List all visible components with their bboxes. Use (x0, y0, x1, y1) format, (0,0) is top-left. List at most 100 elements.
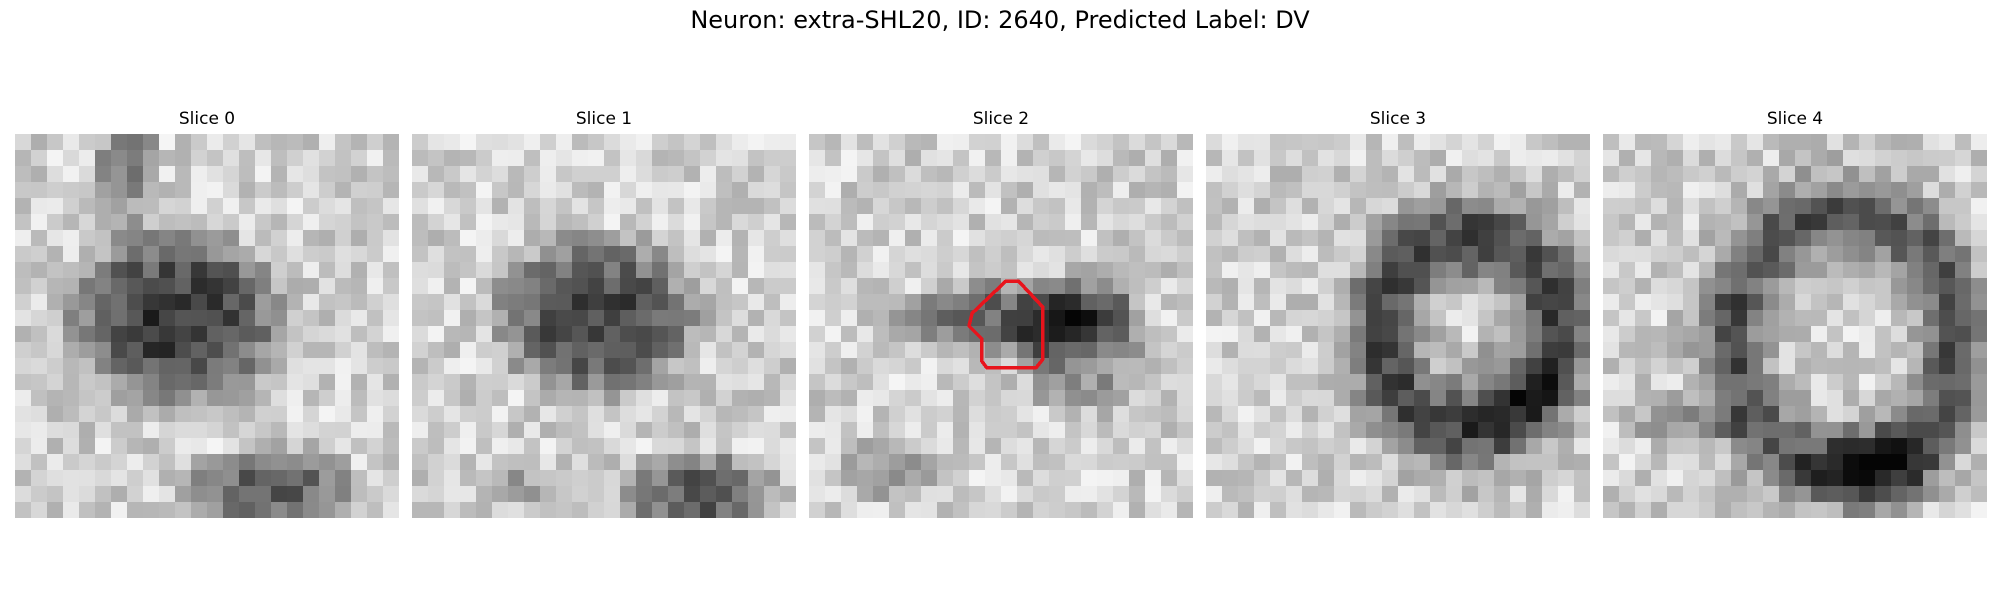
pixel (1603, 134, 1620, 151)
pixel (716, 198, 733, 215)
pixel (1795, 214, 1812, 231)
pixel (383, 470, 399, 487)
pixel (239, 310, 256, 327)
pixel (1350, 374, 1367, 391)
pixel (175, 342, 192, 359)
pixel (572, 198, 589, 215)
pixel (732, 310, 749, 327)
pixel (1382, 262, 1399, 279)
pixel (351, 390, 368, 407)
pixel (716, 438, 733, 455)
pixel (1558, 262, 1575, 279)
pixel (1366, 230, 1383, 247)
pixel (1859, 374, 1876, 391)
pixel (1398, 166, 1415, 183)
pixel (668, 390, 685, 407)
pixel (143, 134, 160, 151)
pixel (1763, 214, 1780, 231)
pixel (636, 310, 653, 327)
pixel (937, 438, 954, 455)
pixel (809, 502, 826, 518)
pixel (1875, 134, 1892, 151)
pixel (809, 454, 826, 471)
pixel (95, 278, 112, 295)
pixel (1891, 134, 1908, 151)
pixel (1161, 502, 1178, 518)
pixel (1779, 214, 1796, 231)
pixel (732, 166, 749, 183)
pixel (1382, 502, 1399, 518)
pixel (444, 278, 461, 295)
pixel (1017, 454, 1034, 471)
pixel (1462, 390, 1479, 407)
pixel (1779, 342, 1796, 359)
pixel (1462, 470, 1479, 487)
pixel (508, 198, 525, 215)
pixel (684, 342, 701, 359)
pixel (985, 502, 1002, 518)
pixel (620, 134, 637, 151)
pixel (1081, 326, 1098, 343)
pixel (1334, 310, 1351, 327)
pixel (1350, 310, 1367, 327)
pixel (319, 294, 336, 311)
pixel (857, 502, 874, 518)
pixel (63, 454, 80, 471)
pixel (1558, 454, 1575, 471)
pixel (1843, 358, 1860, 375)
pixel (809, 246, 826, 263)
pixel (668, 470, 685, 487)
pixel (1177, 150, 1193, 167)
pixel (79, 262, 96, 279)
pixel (1350, 358, 1367, 375)
pixel (1350, 150, 1367, 167)
pixel (524, 358, 541, 375)
pixel (287, 422, 304, 439)
pixel (1350, 406, 1367, 423)
pixel (1254, 374, 1271, 391)
pixel (905, 342, 922, 359)
pixel (1414, 438, 1431, 455)
pixel (335, 198, 352, 215)
pixel (969, 182, 986, 199)
pixel (1286, 294, 1303, 311)
pixel (1494, 422, 1511, 439)
pixel (15, 262, 32, 279)
pixel (1065, 374, 1082, 391)
pixel (223, 326, 240, 343)
pixel (1971, 294, 1987, 311)
pixel (748, 358, 765, 375)
pixel (1129, 326, 1146, 343)
pixel (492, 262, 509, 279)
pixel (780, 310, 796, 327)
pixel (1430, 310, 1447, 327)
pixel (668, 342, 685, 359)
pixel (748, 150, 765, 167)
pixel (905, 406, 922, 423)
pixel (524, 294, 541, 311)
pixel (1081, 278, 1098, 295)
pixel (492, 150, 509, 167)
pixel (223, 278, 240, 295)
pixel (1382, 358, 1399, 375)
pixel (15, 486, 32, 503)
pixel (47, 294, 64, 311)
pixel (63, 502, 80, 518)
pixel (1414, 150, 1431, 167)
pixel (809, 422, 826, 439)
pixel (716, 358, 733, 375)
pixel (1827, 390, 1844, 407)
pixel (1955, 294, 1972, 311)
pixel (588, 470, 605, 487)
pixel (460, 134, 477, 151)
pixel (1526, 406, 1543, 423)
slice-panel-1: Slice 1 (412, 106, 796, 518)
pixel (287, 214, 304, 231)
pixel (412, 326, 429, 343)
pixel (1161, 230, 1178, 247)
pixel (1446, 374, 1463, 391)
pixel (1350, 342, 1367, 359)
pixel (335, 182, 352, 199)
pixel (1238, 214, 1255, 231)
pixel (271, 438, 288, 455)
